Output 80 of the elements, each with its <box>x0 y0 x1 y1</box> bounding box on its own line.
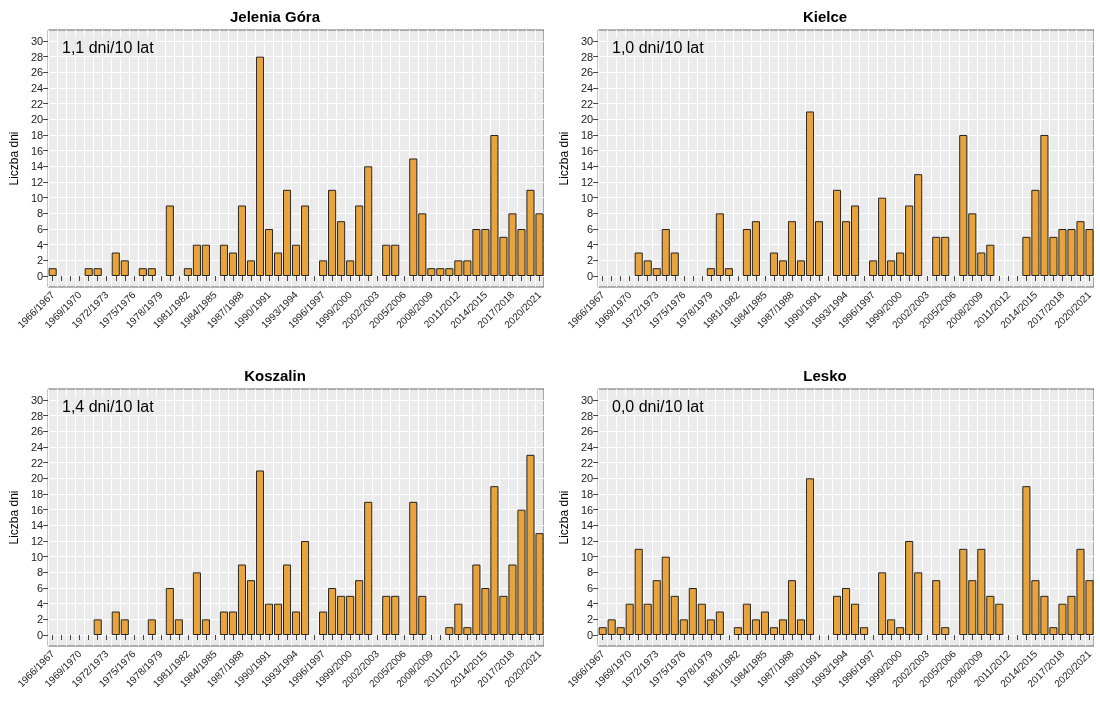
y-tick-label: 8 <box>37 207 44 220</box>
y-tick-label: 14 <box>580 518 594 531</box>
y-tick-label: 12 <box>580 534 594 547</box>
annotation: 1,4 dni/10 lat <box>62 397 155 414</box>
y-tick-label: 30 <box>580 393 594 406</box>
y-tick-label: 20 <box>30 113 44 126</box>
y-tick-label: 26 <box>580 424 594 437</box>
y-tick-label: 2 <box>37 612 44 625</box>
bar <box>165 205 174 277</box>
y-tick-label: 20 <box>580 113 594 126</box>
y-tick-label: 24 <box>580 440 594 453</box>
y-tick-label: 24 <box>30 81 44 94</box>
bar <box>147 618 156 635</box>
annotation: 1,0 dni/10 lat <box>612 38 705 56</box>
chart-title: Koszalin <box>244 366 306 384</box>
y-tick-label: 2 <box>37 254 44 267</box>
y-tick-label: 16 <box>30 503 44 516</box>
y-tick-label: 12 <box>30 176 44 189</box>
y-tick-label: 22 <box>580 456 594 469</box>
y-tick-label: 10 <box>30 191 44 204</box>
y-tick-label: 2 <box>587 254 594 267</box>
y-tick-label: 26 <box>580 66 594 79</box>
y-tick-label: 20 <box>580 471 594 484</box>
y-tick-label: 28 <box>30 50 44 63</box>
y-tick-label: 8 <box>587 207 594 220</box>
annotation: 1,1 dni/10 lat <box>62 38 155 56</box>
y-tick-label: 28 <box>580 409 594 422</box>
y-tick-label: 12 <box>580 176 594 189</box>
y-tick-label: 16 <box>580 503 594 516</box>
y-tick-label: 10 <box>580 550 594 563</box>
y-tick-label: 12 <box>30 534 44 547</box>
y-axis-title: Liczba dni <box>557 131 571 186</box>
y-tick-label: 18 <box>580 128 594 141</box>
chart-title: Jelenia Góra <box>229 8 321 25</box>
y-tick-label: 14 <box>30 160 44 173</box>
y-tick-label: 0 <box>37 270 44 283</box>
y-tick-label: 22 <box>580 97 594 110</box>
y-tick-label: 28 <box>580 50 594 63</box>
y-tick-label: 28 <box>30 409 44 422</box>
y-tick-label: 20 <box>30 471 44 484</box>
y-tick-label: 10 <box>580 191 594 204</box>
y-tick-label: 24 <box>30 440 44 453</box>
y-tick-label: 8 <box>587 565 594 578</box>
y-tick-label: 22 <box>30 97 44 110</box>
y-axis-title: Liczba dni <box>7 489 21 545</box>
y-tick-label: 18 <box>30 487 44 500</box>
y-tick-label: 6 <box>587 581 594 594</box>
y-axis-title: Liczba dni <box>7 131 21 186</box>
y-tick-label: 6 <box>587 223 594 236</box>
y-tick-label: 14 <box>580 160 594 173</box>
y-tick-label: 18 <box>30 128 44 141</box>
y-tick-label: 18 <box>580 487 594 500</box>
y-tick-label: 10 <box>30 550 44 563</box>
y-tick-label: 2 <box>587 612 594 625</box>
bar <box>93 618 102 635</box>
y-tick-label: 0 <box>587 270 594 283</box>
bar <box>48 268 57 277</box>
y-tick-label: 22 <box>30 456 44 469</box>
y-tick-label: 4 <box>587 238 594 251</box>
y-tick-label: 0 <box>587 628 594 641</box>
chart-title: Kielce <box>802 8 848 25</box>
y-tick-label: 24 <box>580 81 594 94</box>
y-tick-label: 6 <box>37 581 44 594</box>
y-tick-label: 26 <box>30 66 44 79</box>
y-tick-label: 4 <box>37 238 44 251</box>
y-tick-label: 30 <box>30 34 44 47</box>
y-tick-label: 6 <box>37 223 44 236</box>
y-tick-label: 30 <box>30 393 44 406</box>
y-tick-label: 14 <box>30 518 44 531</box>
y-axis-title: Liczba dni <box>557 489 571 545</box>
y-tick-label: 8 <box>37 565 44 578</box>
y-tick-label: 16 <box>580 144 594 157</box>
chart-title: Lesko <box>803 366 847 384</box>
y-tick-label: 4 <box>587 597 594 610</box>
y-tick-label: 0 <box>37 628 44 641</box>
y-tick-label: 30 <box>580 34 594 47</box>
y-tick-label: 4 <box>37 597 44 610</box>
y-tick-label: 26 <box>30 424 44 437</box>
annotation: 0,0 dni/10 lat <box>612 397 705 414</box>
y-tick-label: 16 <box>30 144 44 157</box>
